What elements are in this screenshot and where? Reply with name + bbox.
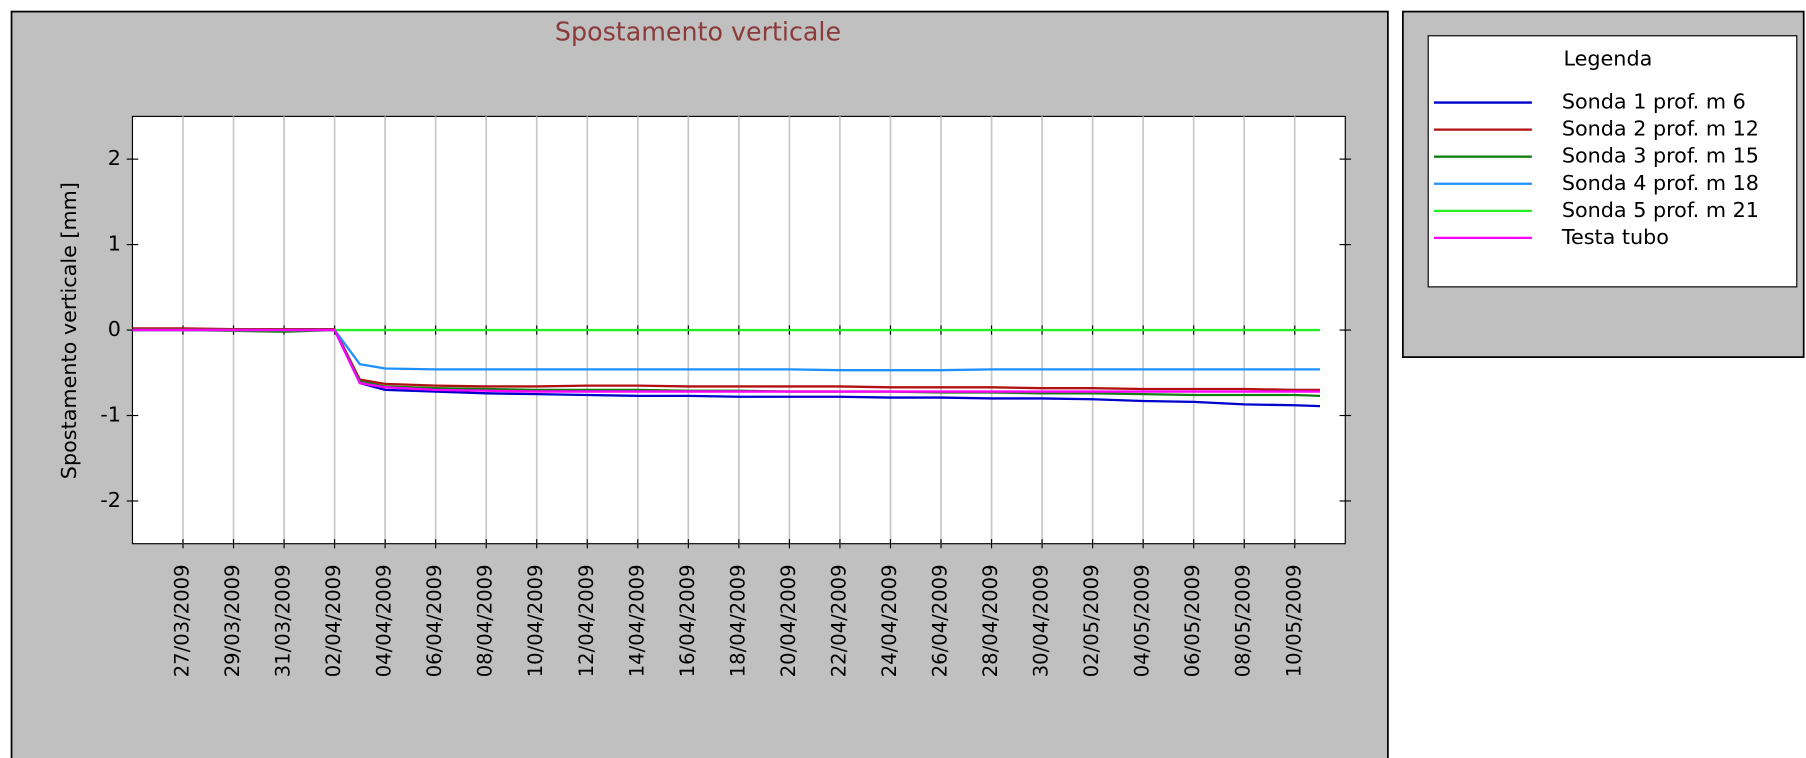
x-tick-label: 28/04/2009 (979, 564, 1002, 677)
y-tick-label: -2 (100, 488, 121, 512)
chart-title: Spostamento verticale (555, 16, 841, 46)
legend-title: Legenda (1563, 47, 1652, 71)
legend-label: Sonda 3 prof. m 15 (1562, 144, 1759, 168)
x-tick-label: 24/04/2009 (878, 564, 901, 677)
x-tick-label: 29/03/2009 (221, 564, 244, 677)
x-tick-label: 20/04/2009 (777, 564, 800, 677)
x-tick-label: 31/03/2009 (272, 564, 295, 677)
x-tick-label: 14/04/2009 (625, 564, 648, 677)
x-tick-label: 18/04/2009 (726, 564, 749, 677)
x-tick-label: 16/04/2009 (676, 564, 699, 677)
x-tick-label: 06/05/2009 (1181, 564, 1204, 677)
x-tick-label: 10/05/2009 (1282, 564, 1305, 677)
legend-box (1427, 35, 1798, 288)
x-tick-label: 04/05/2009 (1131, 564, 1154, 677)
y-tick-label: 1 (108, 232, 121, 256)
x-tick-label: 06/04/2009 (423, 564, 446, 677)
y-tick-label: 2 (108, 146, 121, 170)
x-tick-label: 27/03/2009 (170, 564, 193, 677)
legend-label: Sonda 4 prof. m 18 (1562, 171, 1759, 195)
legend-label: Sonda 5 prof. m 21 (1562, 198, 1759, 222)
x-tick-label: 26/04/2009 (929, 564, 952, 677)
x-tick-label: 02/04/2009 (322, 564, 345, 677)
x-tick-label: 04/04/2009 (373, 564, 396, 677)
x-tick-label: 08/05/2009 (1232, 564, 1255, 677)
legend-label: Sonda 1 prof. m 6 (1562, 90, 1746, 114)
series-line (132, 328, 1321, 372)
y-axis-label: Spostamento verticale [mm] (57, 182, 81, 479)
legend-label: Sonda 2 prof. m 12 (1562, 117, 1759, 141)
x-tick-label: 10/04/2009 (524, 564, 547, 677)
x-tick-label: 30/04/2009 (1030, 564, 1053, 677)
y-tick-label: -1 (100, 403, 121, 427)
y-tick-label: 0 (108, 317, 121, 341)
x-tick-label: 08/04/2009 (474, 564, 497, 677)
series-line (132, 328, 1321, 393)
x-tick-label: 22/04/2009 (827, 564, 850, 677)
x-tick-label: 12/04/2009 (575, 564, 598, 677)
legend-label: Testa tubo (1561, 225, 1669, 249)
x-tick-label: 02/05/2009 (1080, 564, 1103, 677)
